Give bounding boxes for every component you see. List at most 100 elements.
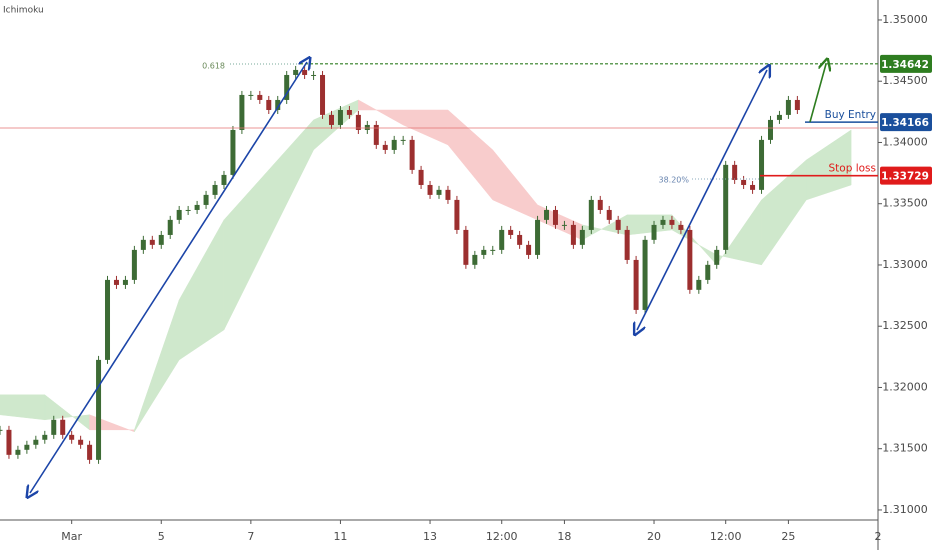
candle-body <box>427 184 433 195</box>
candle-body <box>445 189 451 200</box>
candle-body <box>69 434 75 440</box>
candle-body <box>400 139 406 141</box>
candle-body <box>158 234 164 245</box>
annotations: 0.618 38.20% Ichimoku <box>3 6 826 494</box>
x-tick-label: 12:00 <box>710 530 742 543</box>
x-tick-label: 25 <box>781 530 795 543</box>
candle-body <box>794 99 800 111</box>
x-tick-label: 5 <box>158 530 165 543</box>
y-tick-label: 1.35000 <box>882 13 928 26</box>
candle-body <box>499 229 505 250</box>
cloud-segment <box>492 149 538 221</box>
candle-body <box>669 219 675 225</box>
candles <box>0 65 800 464</box>
candle-body <box>579 229 585 245</box>
candle-body <box>606 209 612 220</box>
candle-body <box>51 419 57 435</box>
candle-body <box>526 244 532 255</box>
candle-body <box>660 219 666 225</box>
candle-body <box>517 234 523 245</box>
candle-body <box>409 139 415 170</box>
cloud-segment <box>178 218 225 361</box>
candle-body <box>149 239 155 245</box>
x-tick-label: 7 <box>247 530 254 543</box>
candle-body <box>508 229 514 235</box>
y-tick-label: 1.31500 <box>882 442 928 455</box>
candle-body <box>122 279 128 285</box>
candle-body <box>741 179 747 185</box>
candle-body <box>203 194 209 205</box>
candle-body <box>472 254 478 265</box>
candle-body <box>723 164 729 250</box>
price-tag <box>880 166 932 185</box>
candle-body <box>167 219 173 235</box>
x-tick-label: Mar <box>61 530 82 543</box>
trend-arrow <box>637 70 767 330</box>
candle-body <box>481 249 487 255</box>
cloud-segment <box>0 394 46 421</box>
candle-body <box>750 184 756 190</box>
fib-label: 38.20% <box>658 176 689 185</box>
cloud-segment <box>358 99 404 126</box>
candle-body <box>382 144 388 150</box>
candle-body <box>87 444 93 460</box>
price-tag <box>880 113 932 132</box>
price-tag-label: 1.34642 <box>881 59 929 71</box>
y-tick-label: 1.32000 <box>882 380 928 393</box>
y-tick-label: 1.33500 <box>882 197 928 210</box>
candle-body <box>230 129 236 175</box>
x-tick-label: 20 <box>647 530 661 543</box>
candle-body <box>221 174 227 185</box>
trend-arrow <box>30 62 307 493</box>
candle-body <box>418 169 424 185</box>
candle-body <box>714 249 720 265</box>
axis-labels: 1.31000 1.31500 1.32000 1.32500 1.33000 1.335… <box>61 13 927 543</box>
x-tick-label: 2 <box>875 530 882 543</box>
candle-body <box>687 229 693 290</box>
candle-body <box>391 139 397 150</box>
candle-body <box>570 224 576 245</box>
candle-body <box>732 164 738 180</box>
cloud-segment <box>806 129 852 201</box>
candle-body <box>624 229 630 260</box>
candle-body <box>257 94 263 100</box>
candle-body <box>454 199 460 230</box>
cloud-segment <box>402 109 449 146</box>
candle-body <box>60 419 66 435</box>
target-arrow <box>809 64 826 123</box>
candle-body <box>642 239 648 310</box>
candle-body <box>42 434 48 440</box>
x-tick-label: 11 <box>333 530 347 543</box>
ichimoku-cloud <box>0 99 852 433</box>
candle-body <box>176 209 182 220</box>
x-tick-label: 18 <box>557 530 571 543</box>
candle-body <box>113 279 119 285</box>
candle-body <box>239 94 245 130</box>
candle-body <box>0 429 3 431</box>
candle-body <box>561 224 567 226</box>
candle-body <box>248 94 254 96</box>
y-tick-label: 1.33000 <box>882 258 928 271</box>
candle-body <box>78 439 84 445</box>
y-tick-label: 1.34500 <box>882 74 928 87</box>
candle-body <box>337 110 343 125</box>
candle-body <box>302 69 308 75</box>
cloud-segment <box>223 169 270 330</box>
candle-body <box>785 99 791 115</box>
candle-body <box>194 204 200 210</box>
candle-body <box>490 249 496 251</box>
candle-body <box>355 114 361 130</box>
candle-body <box>597 199 603 210</box>
candle-body <box>320 74 326 115</box>
x-tick-label: 12:00 <box>486 530 518 543</box>
axes <box>0 0 879 550</box>
candle-body <box>651 224 657 240</box>
y-tick-label: 1.32500 <box>882 319 928 332</box>
candle-body <box>544 209 550 220</box>
candle-body <box>346 110 352 115</box>
candle-body <box>463 229 469 265</box>
candle-body <box>678 224 684 230</box>
candle-body <box>364 124 370 130</box>
candle-body <box>33 439 39 445</box>
